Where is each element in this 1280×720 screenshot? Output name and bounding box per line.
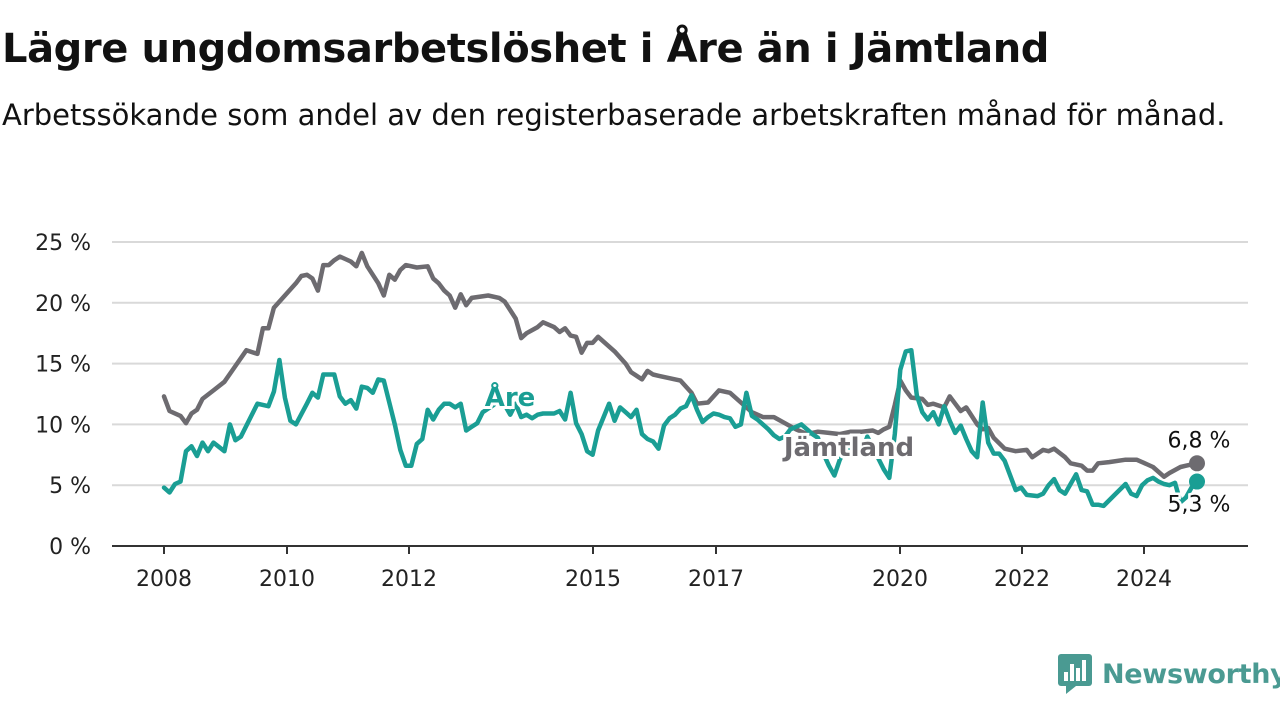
x-tick-label: 2008 bbox=[136, 567, 192, 592]
x-tick-label: 2020 bbox=[872, 567, 928, 592]
series-line-jamtland bbox=[161, 250, 1200, 479]
y-tick-label: 0 % bbox=[49, 535, 91, 560]
y-tick-label: 5 % bbox=[49, 474, 91, 499]
x-tick-label: 2010 bbox=[259, 567, 315, 592]
end-value-label-jamtland: 6,8 % bbox=[1168, 428, 1231, 453]
x-tick-label: 2012 bbox=[381, 567, 437, 592]
series-labels: 6,8 % 5,3 % Jämtland Åre bbox=[482, 378, 1233, 520]
series-label-are: Åre bbox=[485, 381, 536, 413]
brand-name: Newsworthy bbox=[1102, 658, 1280, 690]
brand: Newsworthy bbox=[1058, 654, 1280, 694]
end-value-label-are: 5,3 % bbox=[1168, 493, 1231, 518]
y-tick-label: 15 % bbox=[35, 353, 91, 378]
end-point-jamtland bbox=[1189, 455, 1205, 472]
y-tick-label: 25 % bbox=[35, 231, 91, 256]
series-line-are bbox=[161, 347, 1200, 509]
y-tick-label: 20 % bbox=[35, 292, 91, 317]
end-point-are bbox=[1189, 473, 1205, 490]
chart-title: Lägre ungdomsarbetslöshet i Åre än i Jäm… bbox=[2, 26, 1050, 72]
chart-subtitle: Arbetssökande som andel av den registerb… bbox=[2, 98, 1226, 132]
x-tick-label: 2015 bbox=[565, 567, 621, 592]
newsworthy-logo-icon bbox=[1058, 654, 1092, 694]
x-tick-label: 2024 bbox=[1116, 567, 1172, 592]
series-layer bbox=[161, 250, 1205, 509]
series-label-jamtland: Jämtland bbox=[782, 433, 914, 463]
y-tick-label: 10 % bbox=[35, 413, 91, 438]
x-tick-label: 2022 bbox=[994, 567, 1050, 592]
grid-lines bbox=[112, 241, 1248, 547]
x-tick-label: 2017 bbox=[688, 567, 744, 592]
y-axis-ticks: 0 % 5 % 10 % 15 % 20 % 25 % bbox=[35, 231, 91, 560]
x-axis-ticks: 2008 2010 2012 2015 2017 2020 2022 2024 bbox=[136, 546, 1172, 592]
